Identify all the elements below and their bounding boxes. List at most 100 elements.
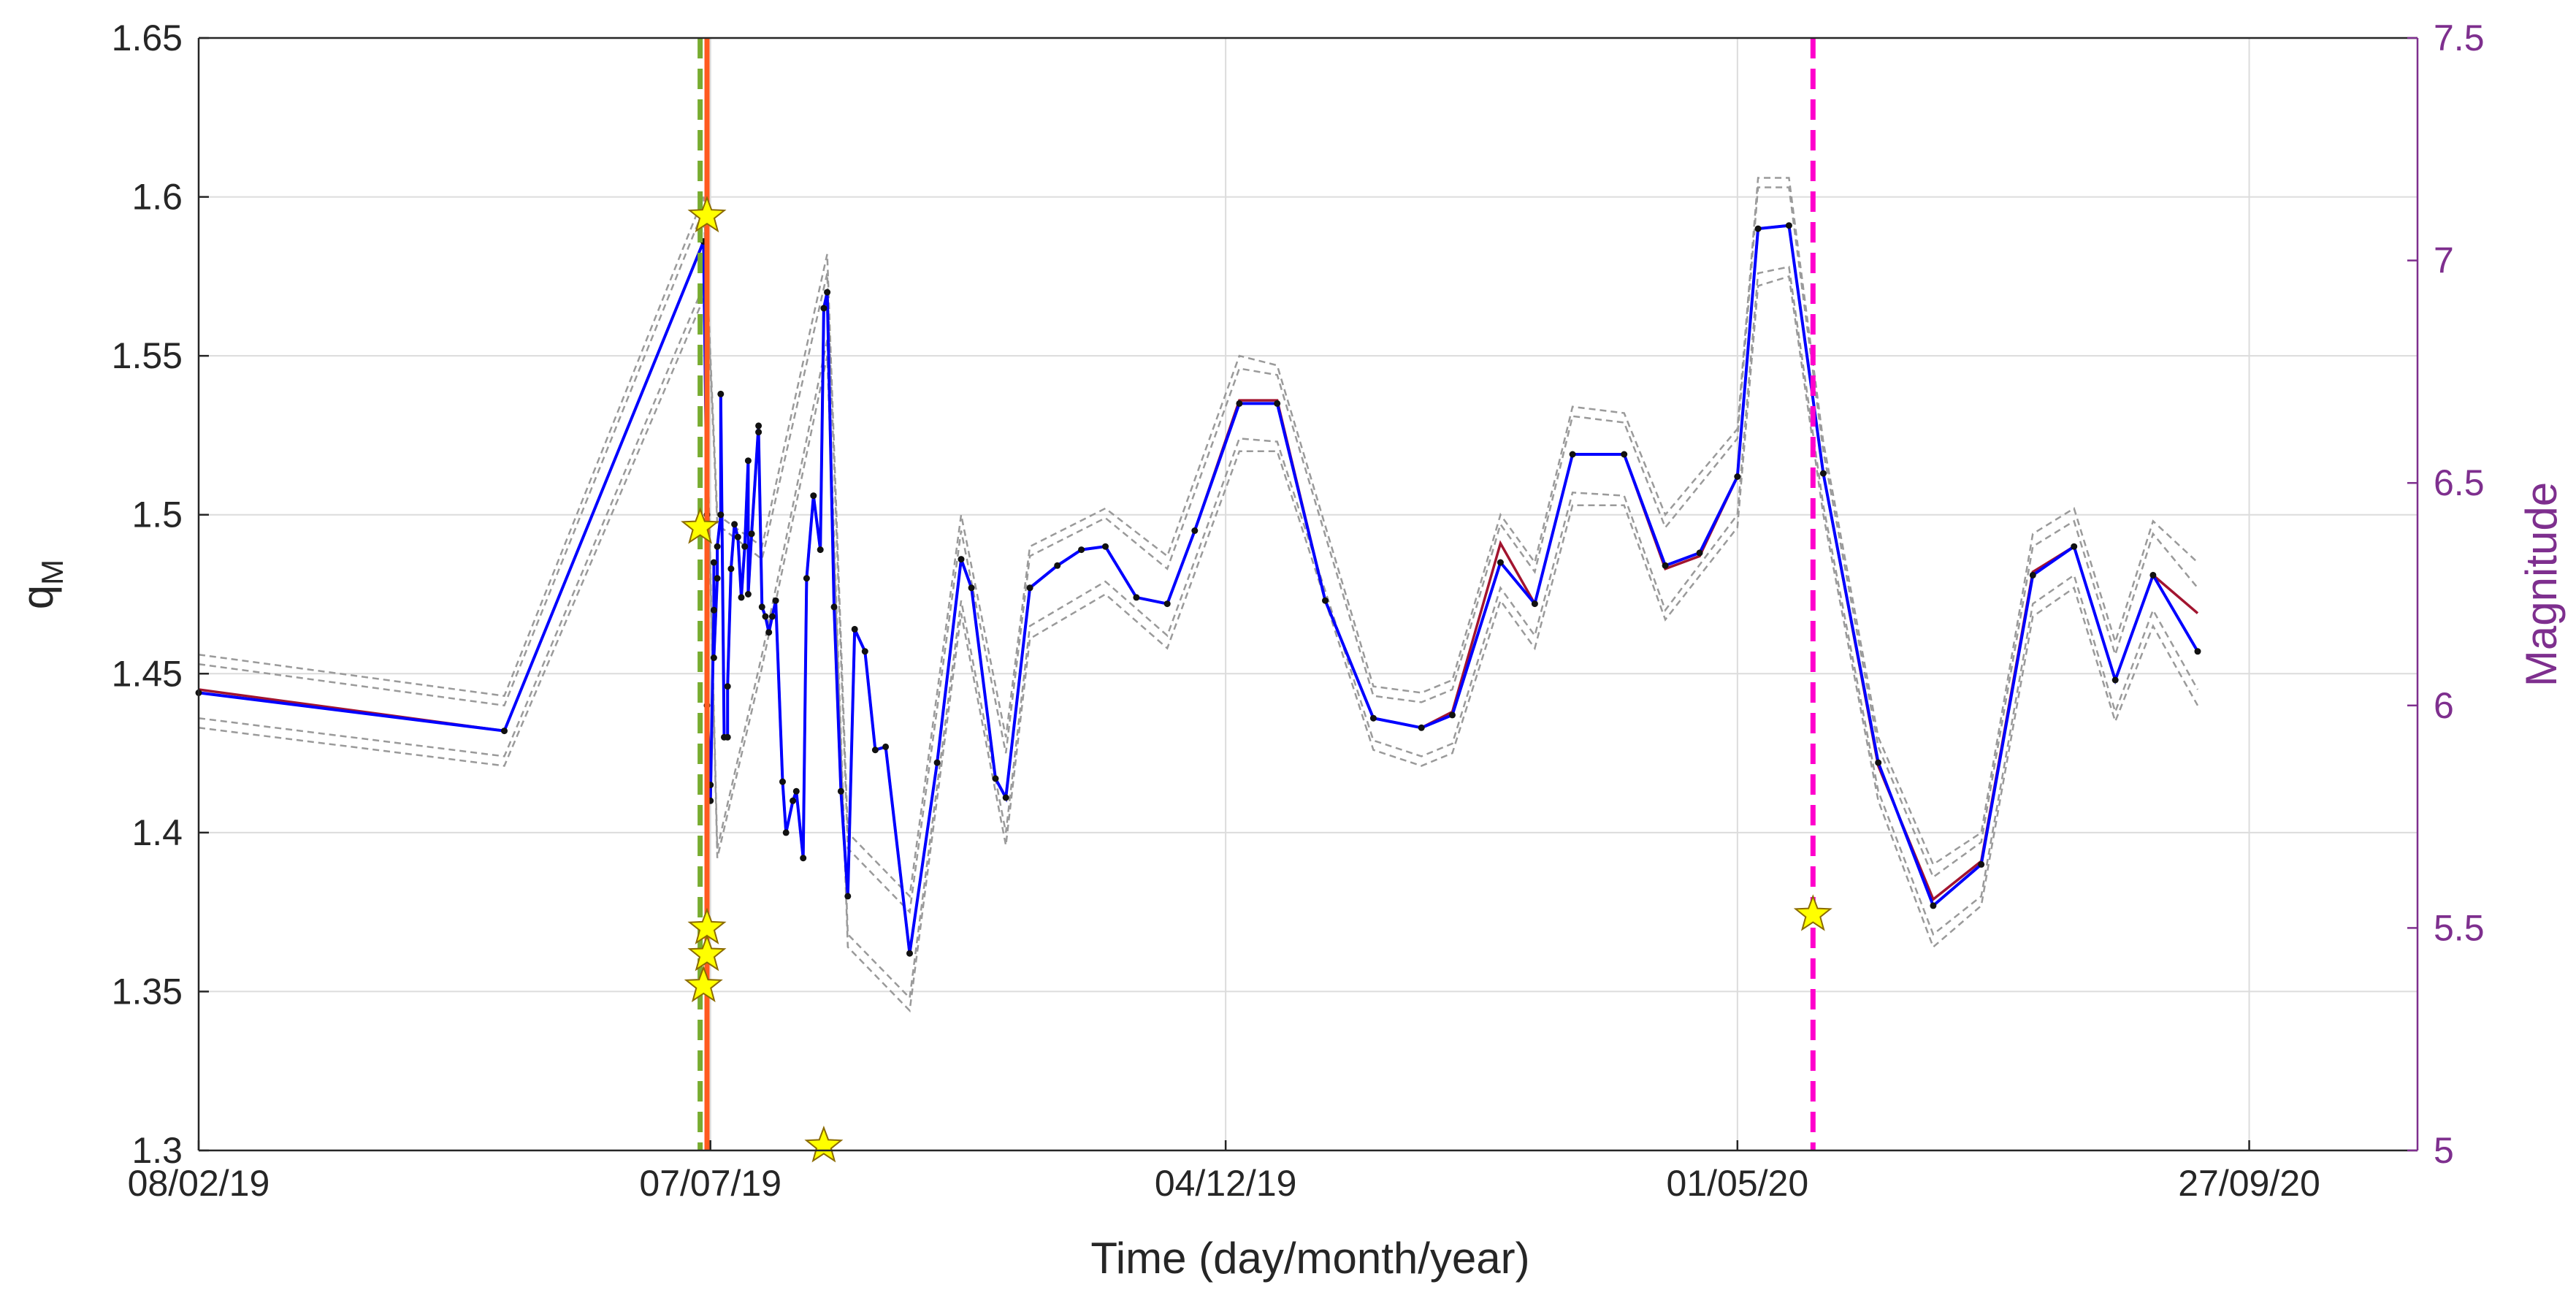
series-point-9 bbox=[710, 654, 717, 661]
earthquake-star-3 bbox=[687, 934, 727, 971]
y2-axis-label: Magnitude bbox=[2517, 482, 2566, 687]
series-point-68 bbox=[1497, 559, 1504, 566]
series-point-23 bbox=[744, 591, 752, 598]
series-point-78 bbox=[1875, 759, 1882, 766]
series-point-48 bbox=[882, 743, 890, 750]
series-point-53 bbox=[992, 775, 999, 782]
series-point-41 bbox=[824, 289, 831, 296]
series-point-43 bbox=[837, 787, 844, 795]
series-point-31 bbox=[772, 597, 779, 604]
x-tick-label-3: 01/05/20 bbox=[1667, 1163, 1809, 1204]
series-point-21 bbox=[741, 543, 749, 550]
earthquake-markers bbox=[681, 195, 1832, 1163]
series-point-25 bbox=[755, 422, 763, 430]
series-point-60 bbox=[1163, 600, 1171, 608]
y-tick-label-2: 1.4 bbox=[131, 812, 183, 853]
series-point-79 bbox=[1930, 902, 1937, 909]
series-point-84 bbox=[2149, 571, 2157, 579]
series-point-34 bbox=[790, 797, 797, 804]
series-point-18 bbox=[731, 521, 738, 528]
series-point-37 bbox=[803, 575, 810, 582]
series-point-52 bbox=[968, 584, 975, 592]
y-tick-label-0: 1.3 bbox=[131, 1130, 183, 1171]
series-point-71 bbox=[1621, 451, 1628, 458]
series-point-44 bbox=[844, 893, 852, 900]
series-point-51 bbox=[958, 556, 965, 563]
series-point-73 bbox=[1696, 549, 1703, 557]
series-point-55 bbox=[1026, 584, 1033, 592]
series-point-35 bbox=[792, 787, 800, 795]
x-axis-label: Time (day/month/year) bbox=[1090, 1234, 1529, 1283]
series-point-82 bbox=[2071, 543, 2078, 550]
y2-tick-label-1: 5.5 bbox=[2434, 907, 2485, 948]
series-point-64 bbox=[1322, 597, 1329, 604]
series-point-20 bbox=[738, 594, 745, 601]
series-point-67 bbox=[1449, 711, 1456, 719]
bound-line-1 bbox=[198, 186, 2198, 915]
earthquake-star-4 bbox=[684, 965, 723, 1003]
grid bbox=[198, 37, 2418, 1151]
series-point-36 bbox=[800, 855, 807, 862]
bound-lines bbox=[198, 177, 2199, 1013]
series-point-58 bbox=[1102, 543, 1109, 550]
series-point-59 bbox=[1133, 594, 1140, 601]
series-point-75 bbox=[1754, 225, 1762, 232]
x-tick-label-4: 27/09/20 bbox=[2178, 1163, 2320, 1204]
series-point-32 bbox=[779, 778, 786, 785]
series-point-27 bbox=[758, 603, 765, 611]
series-point-76 bbox=[1785, 222, 1792, 229]
series-point-50 bbox=[933, 759, 941, 766]
tick-labels: 08/02/19 07/07/19 04/12/19 01/05/20 27/09/20… bbox=[112, 18, 2485, 1204]
series-point-85 bbox=[2194, 648, 2201, 655]
series-point-70 bbox=[1569, 451, 1576, 458]
series-point-56 bbox=[1054, 562, 1061, 569]
y-tick-label-3: 1.45 bbox=[112, 653, 183, 694]
x-tick-label-0: 08/02/19 bbox=[128, 1163, 270, 1204]
series-point-46 bbox=[861, 648, 868, 655]
series-red-line bbox=[198, 224, 2199, 954]
earthquake-star-6 bbox=[1793, 894, 1832, 931]
series-point-1 bbox=[501, 728, 508, 735]
y2-tick-label-3: 6.5 bbox=[2434, 462, 2485, 503]
y2-tick-label-0: 5 bbox=[2434, 1130, 2454, 1171]
bound-line-3 bbox=[198, 275, 2199, 1013]
series-point-45 bbox=[851, 625, 858, 633]
y-tick-label-1: 1.35 bbox=[112, 971, 183, 1012]
series-point-11 bbox=[714, 543, 721, 550]
y-tick-label-7: 1.65 bbox=[112, 18, 183, 58]
series-point-17 bbox=[727, 565, 735, 573]
series-point-29 bbox=[765, 629, 773, 636]
y-axis-label-sub: M bbox=[35, 560, 69, 585]
series-lines bbox=[195, 222, 2201, 957]
series-point-72 bbox=[1662, 562, 1669, 569]
series-point-12 bbox=[717, 511, 725, 519]
earthquake-star-0 bbox=[687, 195, 727, 233]
series-point-81 bbox=[2029, 571, 2036, 579]
series-point-39 bbox=[817, 546, 824, 554]
series-blue-line bbox=[198, 224, 2199, 954]
series-point-49 bbox=[906, 950, 913, 957]
x-tick-label-1: 07/07/19 bbox=[639, 1163, 781, 1204]
series-point-33 bbox=[782, 829, 790, 836]
series-point-80 bbox=[1978, 860, 1985, 868]
series-point-62 bbox=[1236, 400, 1243, 407]
y-tick-label-4: 1.5 bbox=[131, 495, 183, 535]
series-point-69 bbox=[1531, 600, 1538, 608]
axes bbox=[197, 37, 2419, 1152]
series-point-10 bbox=[714, 575, 721, 582]
series-point-63 bbox=[1274, 400, 1281, 407]
series-point-13 bbox=[717, 390, 725, 397]
series-point-66 bbox=[1418, 724, 1425, 731]
series-point-83 bbox=[2111, 676, 2119, 684]
series-point-7 bbox=[710, 606, 717, 614]
series-point-77 bbox=[1819, 470, 1827, 477]
y2-tick-label-2: 6 bbox=[2434, 685, 2454, 726]
series-point-54 bbox=[1002, 794, 1009, 801]
x-tick-label-2: 04/12/19 bbox=[1155, 1163, 1297, 1204]
series-point-42 bbox=[830, 603, 838, 611]
earthquake-star-5 bbox=[804, 1126, 844, 1163]
series-point-47 bbox=[871, 747, 879, 754]
series-point-24 bbox=[748, 530, 755, 538]
series-point-15 bbox=[724, 733, 731, 741]
